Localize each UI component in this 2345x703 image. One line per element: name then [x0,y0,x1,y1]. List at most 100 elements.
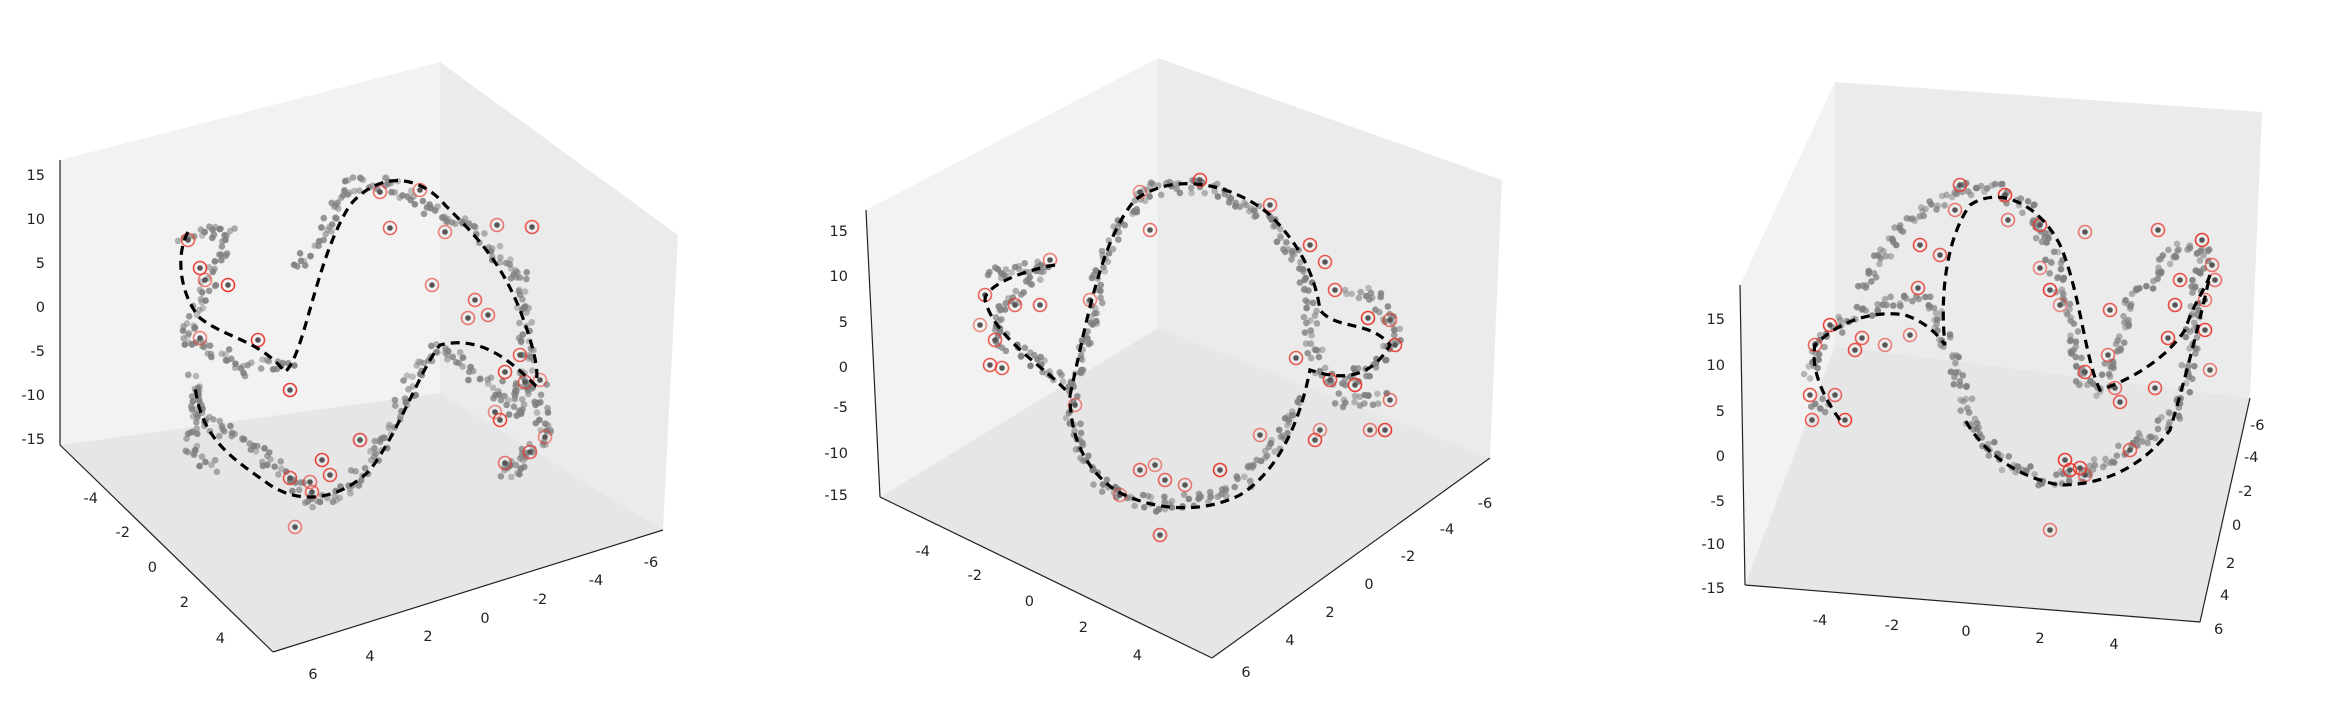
sample-point [492,409,498,415]
data-point [174,237,182,245]
data-point [1899,228,1907,235]
data-point [1983,185,1991,192]
data-point [1365,392,1372,400]
sample-point [2062,457,2068,463]
x-tick-label: 4 [2109,637,2118,653]
data-point [1313,320,1321,327]
x-tick-label: -6 [1478,496,1492,512]
data-point [193,311,201,319]
sample-ring [1382,312,1398,328]
data-point [206,342,214,350]
sample-point [197,335,203,341]
data-point [1296,265,1303,272]
sample-point [2117,399,2123,405]
data-point [289,487,296,495]
data-point [2075,381,2083,389]
data-point [1819,395,1826,403]
sample-ring [192,330,208,346]
data-point [198,289,206,296]
data-point [533,409,541,416]
y-tick-label: 2 [180,595,189,611]
data-point [357,477,365,484]
data-point [1351,398,1358,406]
data-point [2127,302,2134,310]
data-point [205,263,213,271]
data-point [291,362,298,369]
data-point [477,375,484,383]
data-point [1932,310,1940,317]
data-point [1078,366,1085,374]
data-point [428,342,435,350]
sample-ring [2042,522,2058,538]
data-point [1284,429,1291,437]
data-point [434,349,441,356]
back-left-pane [60,62,440,445]
data-point [189,398,197,405]
sample-ring [1902,327,1918,343]
data-point [1161,498,1168,506]
data-point [516,470,523,478]
sample-point [197,265,203,271]
sample-point [999,365,1005,371]
sample-point [1217,467,1223,473]
data-point [396,194,404,201]
data-point [211,282,219,290]
data-point [512,461,520,469]
data-point [386,421,393,429]
data-point [1862,284,1870,291]
data-point [1957,407,1964,414]
data-point [240,435,248,443]
data-point [381,434,388,442]
sample-point [1332,287,1338,293]
y-axis-line [59,444,274,653]
data-point [1926,198,1933,205]
data-point [1319,346,1326,354]
data-point [2078,354,2085,362]
axis-lines [1739,284,2251,623]
sample-ring [1347,377,1363,393]
sample-point [202,277,208,283]
data-point [217,225,224,233]
data-point [2031,471,2038,478]
sample-ring [287,519,303,535]
data-point [2024,198,2032,205]
data-point [2166,410,2173,417]
data-point [2144,439,2151,447]
panel-1: 15 10 5 0 -5 -10 -15 -4 -2 0 2 4 6 4 2 0… [21,62,678,683]
data-point [1097,287,1104,295]
z-ticks: 15 10 5 0 -5 -10 -15 [1701,312,1725,597]
data-point [1962,395,1970,403]
data-point [1384,303,1392,310]
data-point [1205,498,1212,506]
data-point [2058,286,2066,293]
data-point [297,257,305,265]
data-point [1377,293,1384,301]
data-point [1098,488,1106,496]
sample-ring [437,224,453,240]
data-point [311,242,319,249]
data-point [192,372,200,380]
x-tick-label: -4 [589,573,603,589]
data-point [517,410,525,418]
data-point [1078,337,1086,344]
data-point [347,467,355,474]
data-point [1268,436,1275,444]
data-point [1227,195,1235,202]
sample-ring [2204,257,2220,273]
data-point [2093,392,2100,400]
data-point [997,306,1005,314]
data-point [2178,361,2186,369]
data-point [1146,193,1153,200]
data-point [219,238,226,245]
data-point [2112,340,2120,348]
data-point [2166,260,2174,268]
data-point [263,356,271,364]
data-point [187,403,195,410]
y-tick-label: 4 [1133,648,1142,664]
data-point [2133,286,2141,294]
z-tick-label: 5 [36,256,45,272]
sample-ring [1132,184,1148,200]
data-point [185,339,192,346]
data-point [506,261,513,268]
z-tick-label: -5 [834,400,848,416]
